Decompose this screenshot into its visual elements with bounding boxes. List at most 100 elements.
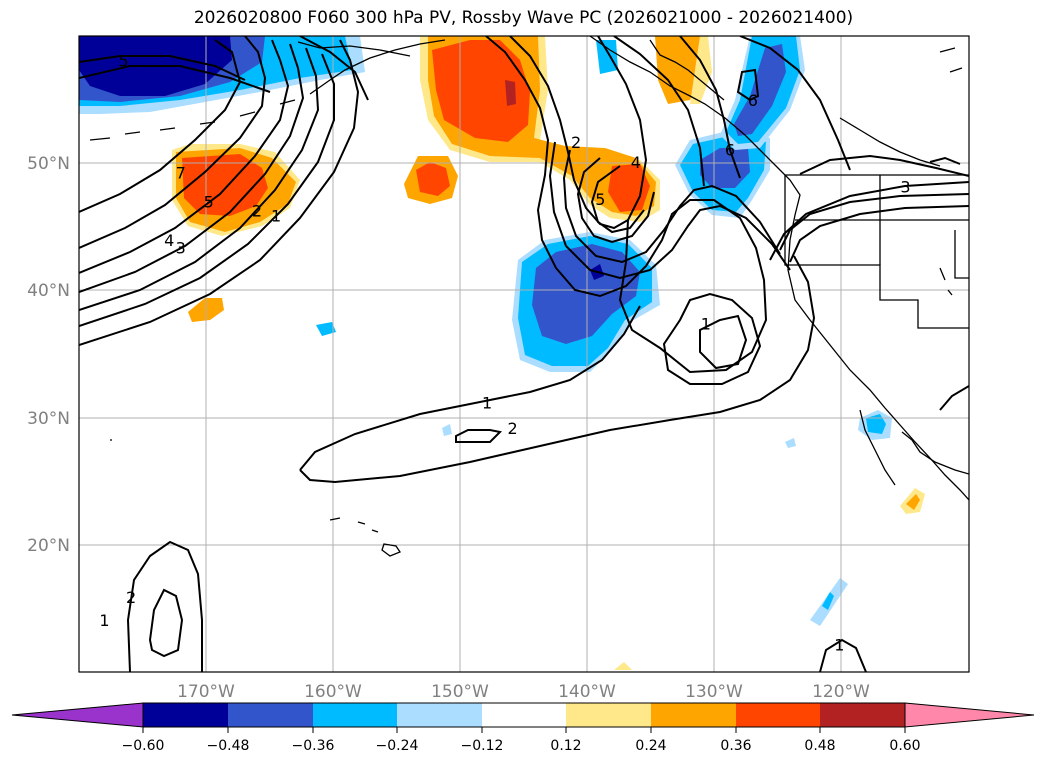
lat-tick-labels: 20°N 30°N 40°N 50°N: [27, 154, 70, 556]
contour-label: 1: [99, 611, 109, 630]
contour-line: [79, 55, 246, 81]
lon-tick-label: 130°W: [685, 682, 743, 702]
colorbar-tick-label: −0.60: [122, 738, 165, 754]
contour-label: 1: [701, 315, 711, 334]
contour-line: [662, 292, 762, 385]
negative-anomaly-islet-w: [316, 322, 336, 336]
lat-tick-label: 50°N: [27, 154, 70, 174]
negative-anomaly-islet-c: [442, 424, 452, 436]
lat-tick-label: 30°N: [27, 409, 70, 429]
contour-line: [548, 141, 791, 280]
contour-line: [679, 36, 741, 179]
contour-label: 6: [725, 140, 735, 159]
contour-label: 4: [164, 231, 174, 250]
colorbar-tick-label: −0.48: [207, 738, 250, 754]
contour-line: [613, 36, 705, 187]
contour-line: [299, 255, 816, 484]
contour-label: 7: [176, 163, 186, 182]
contour-line: [779, 193, 969, 251]
contour-label: 5: [595, 190, 605, 209]
colorbar-tick-label: 0.24: [635, 738, 666, 754]
contour-line: [79, 53, 335, 327]
colorbar-tick-label: −0.24: [376, 738, 419, 754]
colorbar-segment: [566, 703, 651, 727]
contour-line: [79, 36, 267, 249]
contour-line: [699, 314, 748, 370]
contour-line: [576, 157, 655, 244]
colorbar-segment: [143, 703, 228, 727]
lon-tick-label: 140°W: [558, 682, 616, 702]
colorbar-tick-label: −0.12: [461, 738, 504, 754]
contour-label: 5: [204, 193, 214, 212]
negative-anomaly-islet-e: [785, 438, 796, 448]
contour-label: 1: [834, 635, 844, 654]
negative-anomaly-coast-blue: [734, 44, 786, 136]
negative-anomaly-baja-mid: [866, 414, 886, 434]
contour-line: [148, 588, 184, 658]
positive-anomaly-alaska-light: [690, 36, 712, 104]
contour-line: [939, 385, 969, 411]
contour-line: [126, 540, 203, 672]
contour-line: [789, 205, 969, 263]
colorbar-segment: [228, 703, 313, 727]
contour-line: [485, 36, 768, 374]
colorbar-segment: [820, 703, 905, 727]
contour-label: 2: [252, 202, 262, 221]
lon-tick-labels: 170°W 160°W 150°W 140°W 130°W 120°W: [177, 682, 870, 702]
lon-tick-label: 160°W: [304, 682, 362, 702]
contour-line: [79, 47, 320, 311]
contour-line: [769, 181, 969, 261]
contour-line: [819, 638, 867, 672]
positive-anomaly-mexico-mid: [906, 494, 920, 510]
colorbar-segment: [482, 703, 566, 727]
contour-line: [736, 68, 760, 102]
colorbar-over-triangle: [904, 702, 1035, 728]
contour-label: 6: [748, 91, 758, 110]
contour-line: [562, 149, 781, 264]
positive-anomaly-islet-s: [614, 662, 632, 670]
contour-label: 2: [507, 419, 517, 438]
contour-line: [509, 36, 648, 230]
contour-label: 1: [271, 207, 281, 226]
contour-line: [799, 154, 969, 177]
contour-line: [79, 43, 305, 293]
contour-line: [79, 65, 271, 93]
positive-anomaly-north-strong: [432, 40, 530, 142]
negative-anomaly-ne-blue: [700, 148, 750, 188]
positive-anomaly-islet-core: [416, 162, 450, 196]
lon-tick-label: 150°W: [431, 682, 489, 702]
contour-line: [79, 39, 290, 274]
colorbar-tick-label: 0.60: [889, 738, 920, 754]
negative-anomaly-gulf: [596, 40, 618, 74]
contour-label: 2: [571, 133, 581, 152]
lat-tick-label: 20°N: [27, 536, 70, 556]
colorbar-tick-label: 0.12: [550, 738, 581, 754]
colorbar-tick-label: 0.36: [720, 738, 751, 754]
colorbar-segment: [397, 703, 482, 727]
colorbar-segment: [651, 703, 736, 727]
map-title: 2026020800 F060 300 hPa PV, Rossby Wave …: [193, 8, 854, 28]
contour-line: [929, 156, 961, 165]
contour-line: [455, 429, 503, 443]
map-frame: [78, 35, 970, 673]
contour-label: 5: [118, 51, 128, 70]
negative-anomaly-central-blue: [532, 244, 640, 344]
contour-line: [79, 39, 242, 213]
positive-anomaly-north-core: [505, 80, 516, 106]
colorbar-segment: [736, 703, 820, 727]
colorbar-tick-label: −0.36: [292, 738, 335, 754]
colorbar-tick-label: 0.48: [804, 738, 835, 754]
graticule: [79, 36, 969, 672]
contour-label: 3: [176, 238, 186, 257]
contour-label: 4: [631, 153, 641, 172]
lon-tick-label: 120°W: [812, 682, 870, 702]
colorbar-segment: [313, 703, 397, 727]
colorbar-under-triangle: [11, 702, 144, 728]
contour-line: [79, 39, 360, 346]
contour-line: [739, 36, 851, 171]
contour-label: 3: [900, 177, 910, 196]
negative-anomaly-south-core: [822, 592, 834, 610]
contour-label: 2: [126, 588, 136, 607]
